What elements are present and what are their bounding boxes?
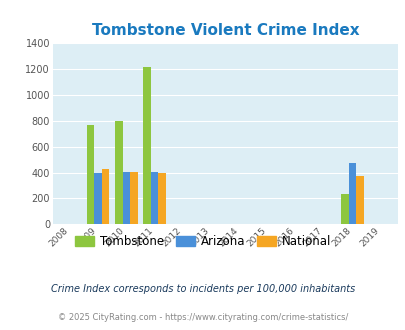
Bar [130,172,137,224]
Text: Crime Index corresponds to incidents per 100,000 inhabitants: Crime Index corresponds to incidents per… [51,284,354,294]
Title: Tombstone Violent Crime Index: Tombstone Violent Crime Index [91,22,358,38]
Bar [150,172,158,224]
Bar [122,172,130,224]
Bar [102,169,109,224]
Bar [356,176,363,224]
Bar [348,163,356,224]
Bar [340,194,348,224]
Text: © 2025 CityRating.com - https://www.cityrating.com/crime-statistics/: © 2025 CityRating.com - https://www.city… [58,313,347,322]
Legend: Tombstone, Arizona, National: Tombstone, Arizona, National [70,231,335,253]
Bar [158,174,166,224]
Bar [86,124,94,224]
Bar [94,173,102,224]
Bar [143,67,150,224]
Bar [115,121,122,224]
